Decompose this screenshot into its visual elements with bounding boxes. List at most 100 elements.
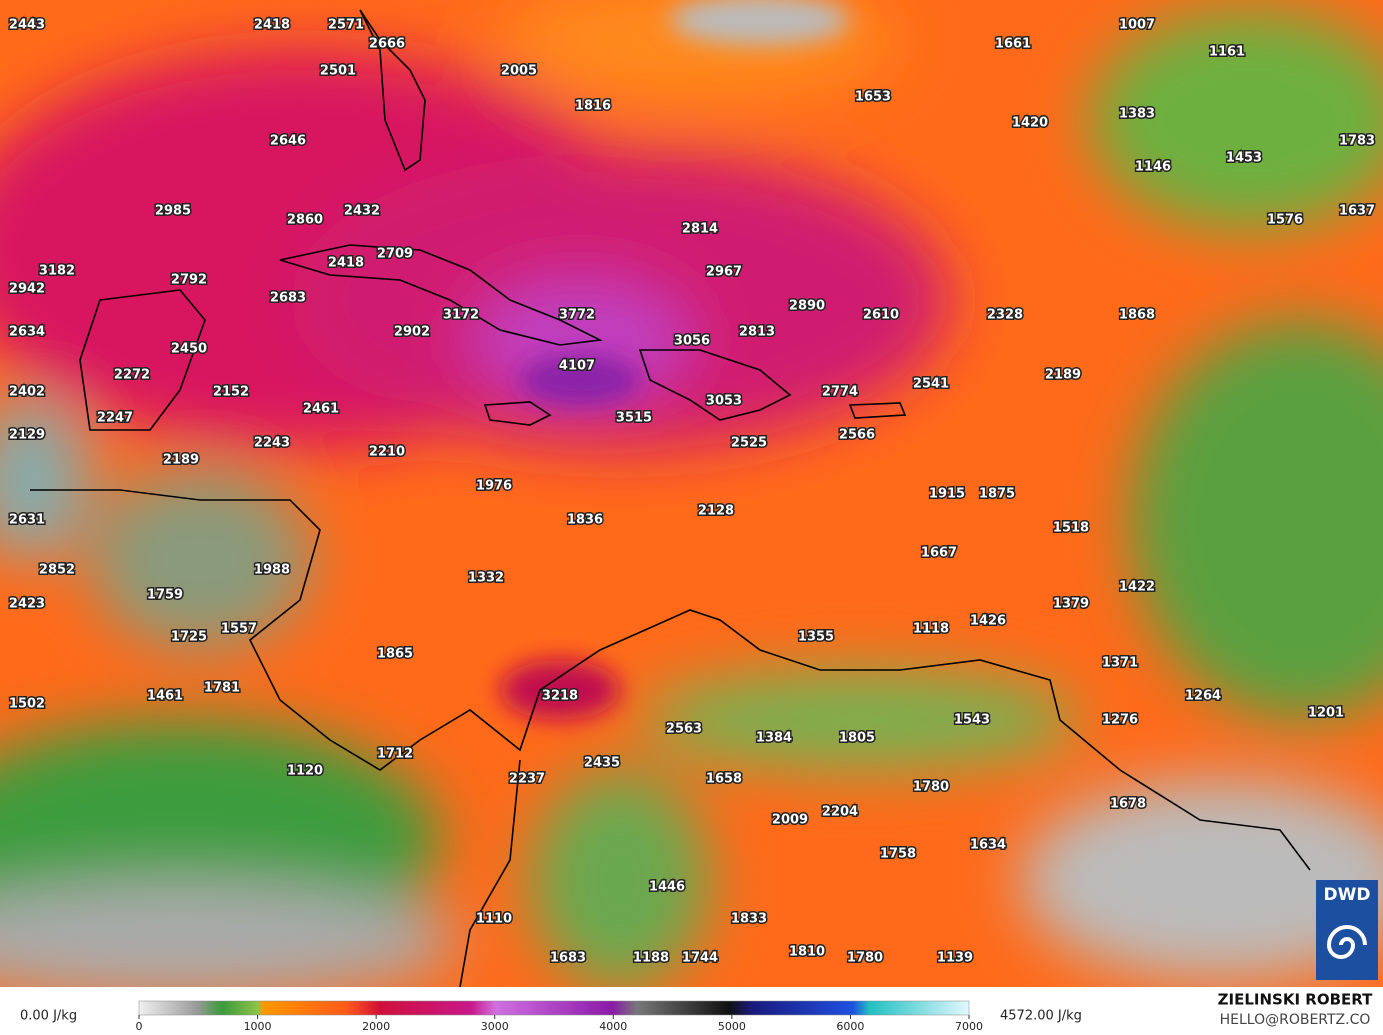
value-label: 2985 xyxy=(155,204,191,219)
value-label: 2967 xyxy=(706,265,742,280)
value-label: 1118 xyxy=(913,622,949,637)
value-label: 2541 xyxy=(913,377,949,392)
value-label: 2129 xyxy=(9,428,45,443)
colorbar-tick-label: 2000 xyxy=(362,1020,390,1033)
value-label: 1379 xyxy=(1053,597,1089,612)
value-label: 2402 xyxy=(9,385,45,400)
colorbar-max-label: 4572.00 J/kg xyxy=(1000,1009,1082,1024)
value-label: 2243 xyxy=(254,436,290,451)
value-label: 2814 xyxy=(682,222,718,237)
value-label: 2247 xyxy=(97,411,133,426)
value-label: 1865 xyxy=(377,647,413,662)
colorbar-tick-label: 7000 xyxy=(955,1020,983,1033)
value-label: 1634 xyxy=(970,838,1006,853)
value-label: 1836 xyxy=(567,513,603,528)
value-label: 2890 xyxy=(789,299,825,314)
value-label: 2646 xyxy=(270,134,306,149)
value-label: 2852 xyxy=(39,563,75,578)
value-label: 2210 xyxy=(369,445,405,460)
value-label: 2942 xyxy=(9,282,45,297)
value-label: 2432 xyxy=(344,204,380,219)
value-label: 1653 xyxy=(855,90,891,105)
value-label: 2418 xyxy=(328,256,364,271)
value-label: 1446 xyxy=(649,880,685,895)
value-label: 2666 xyxy=(369,37,405,52)
value-label: 2683 xyxy=(270,291,306,306)
value-label: 1371 xyxy=(1102,656,1138,671)
colorbar-min-label: 0.00 J/kg xyxy=(20,1009,77,1024)
value-label: 2566 xyxy=(839,428,875,443)
value-label: 2204 xyxy=(822,805,858,820)
value-label: 1976 xyxy=(476,479,512,494)
value-label: 2501 xyxy=(320,64,356,79)
value-label: 2571 xyxy=(328,18,364,33)
value-label: 1264 xyxy=(1185,689,1221,704)
value-label: 1658 xyxy=(706,772,742,787)
value-label: 1146 xyxy=(1135,160,1171,175)
value-label: 1868 xyxy=(1119,308,1155,323)
value-label: 1276 xyxy=(1102,713,1138,728)
value-label: 1461 xyxy=(147,689,183,704)
value-label: 2709 xyxy=(377,247,413,262)
map-background xyxy=(0,0,1383,987)
value-label: 1783 xyxy=(1339,134,1375,149)
value-labels: 2443 2418 2571 2666 2501 2005 1816 1653 1661 1007… xyxy=(7,16,1376,967)
value-label: 1759 xyxy=(147,588,183,603)
value-label: 1712 xyxy=(377,747,413,762)
value-label: 1518 xyxy=(1053,521,1089,536)
value-label: 1007 xyxy=(1119,18,1155,33)
value-label: 1816 xyxy=(575,99,611,114)
value-label: 2450 xyxy=(171,342,207,357)
value-label: 4107 xyxy=(559,359,595,374)
value-label: 3515 xyxy=(616,411,652,426)
value-label: 1810 xyxy=(789,945,825,960)
value-label: 1161 xyxy=(1209,45,1245,60)
value-label: 1453 xyxy=(1226,151,1262,166)
value-label: 1805 xyxy=(839,731,875,746)
value-label: 3056 xyxy=(674,334,710,349)
credit-email: HELLO@ROBERTZ.CO xyxy=(1220,1012,1371,1028)
colorbar-tick-label: 0 xyxy=(136,1020,143,1033)
value-label: 2418 xyxy=(254,18,290,33)
value-label: 1120 xyxy=(287,764,323,779)
value-label: 2423 xyxy=(9,597,45,612)
colorbar-tick-label: 5000 xyxy=(718,1020,746,1033)
value-label: 1557 xyxy=(221,622,257,637)
value-label: 2443 xyxy=(9,18,45,33)
value-label: 1188 xyxy=(633,951,669,966)
value-label: 2525 xyxy=(731,436,767,451)
dwd-logo: DWD xyxy=(1316,880,1378,980)
value-label: 1988 xyxy=(254,563,290,578)
value-label: 3218 xyxy=(542,689,578,704)
value-label: 3182 xyxy=(39,264,75,279)
value-label: 1384 xyxy=(756,731,792,746)
value-label: 1110 xyxy=(476,912,512,927)
credit-name: ZIELINSKI ROBERT xyxy=(1218,991,1373,1009)
value-label: 3172 xyxy=(443,308,479,323)
value-label: 2774 xyxy=(822,385,858,400)
value-label: 1420 xyxy=(1012,116,1048,131)
colorbar-tick-label: 3000 xyxy=(481,1020,509,1033)
value-label: 1780 xyxy=(847,951,883,966)
value-label: 1667 xyxy=(921,546,957,561)
value-label: 1332 xyxy=(468,571,504,586)
value-label: 2813 xyxy=(739,325,775,340)
value-label: 1875 xyxy=(979,487,1015,502)
value-label: 1637 xyxy=(1339,204,1375,219)
value-label: 2005 xyxy=(501,64,537,79)
value-label: 2152 xyxy=(213,385,249,400)
value-label: 1426 xyxy=(970,614,1006,629)
value-label: 1744 xyxy=(682,951,718,966)
colorbar-tick-label: 1000 xyxy=(244,1020,272,1033)
value-label: 2272 xyxy=(114,368,150,383)
value-label: 2610 xyxy=(863,308,899,323)
value-label: 2189 xyxy=(1045,368,1081,383)
value-label: 1781 xyxy=(204,681,240,696)
value-label: 1833 xyxy=(731,912,767,927)
value-label: 1139 xyxy=(937,951,973,966)
value-label: 2189 xyxy=(163,453,199,468)
colorbar-tick-label: 6000 xyxy=(836,1020,864,1033)
value-label: 2631 xyxy=(9,513,45,528)
